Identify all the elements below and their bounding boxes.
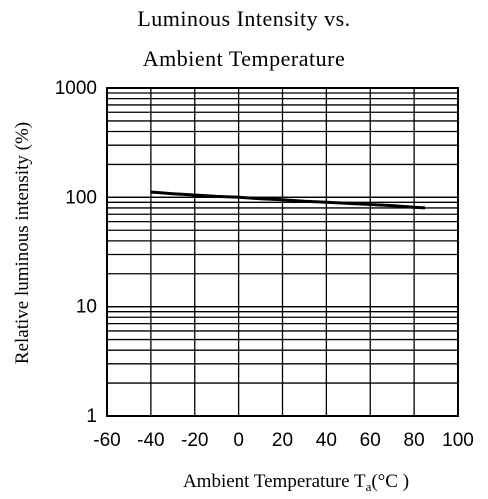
x-axis-label-main: Ambient Temperature T xyxy=(183,471,366,492)
x-axis-label: Ambient Temperature Ta(°C ) xyxy=(183,471,409,494)
series-line xyxy=(150,190,426,210)
x-tick-label: 0 xyxy=(233,430,244,451)
x-tick-label: 80 xyxy=(404,430,425,451)
x-tick-label: 40 xyxy=(316,430,337,451)
x-tick-label: 100 xyxy=(442,430,474,451)
x-axis-label-subscript: a xyxy=(366,479,372,494)
y-tick-label: 1 xyxy=(86,406,97,427)
grid-lines xyxy=(107,88,458,416)
y-tick-labels: 1 10 100 1000 xyxy=(55,78,97,427)
plot-frame xyxy=(106,87,459,417)
x-tick-label: -20 xyxy=(181,430,208,451)
y-tick-label: 1000 xyxy=(55,78,97,99)
y-axis-label: Relative luminous intensity (%) xyxy=(12,122,33,364)
y-tick-label: 100 xyxy=(65,187,97,208)
x-tick-label: -40 xyxy=(137,430,164,451)
chart-title-line-1: Luminous Intensity vs. xyxy=(137,6,351,31)
x-tick-labels: -60 -40 -20 0 20 40 60 80 100 xyxy=(93,430,474,451)
x-axis-label-unit: (°C ) xyxy=(371,471,409,492)
x-tick-label: -60 xyxy=(93,430,120,451)
chart-title-line-2: Ambient Temperature xyxy=(142,46,346,71)
x-tick-label: 20 xyxy=(272,430,293,451)
x-tick-label: 60 xyxy=(360,430,381,451)
y-tick-label: 10 xyxy=(76,297,97,318)
